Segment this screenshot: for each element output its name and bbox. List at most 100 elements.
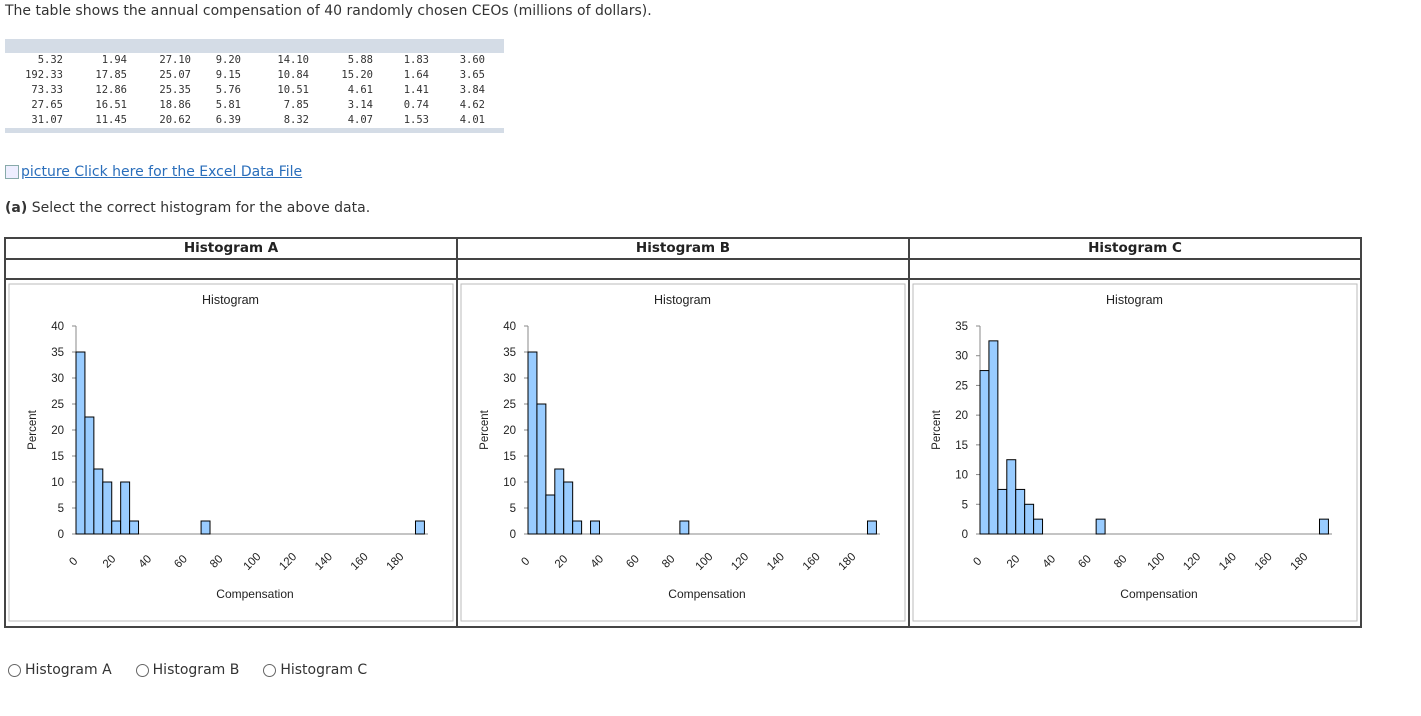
y-tick-label: 0 (58, 529, 64, 541)
x-tick-label: 0 (67, 555, 80, 568)
x-tick-label: 40 (137, 553, 155, 571)
blank-row (910, 260, 1360, 280)
x-tick-label: 160 (349, 551, 371, 573)
chart-title: Histogram (202, 293, 259, 307)
histogram-bar (979, 370, 990, 535)
y-tick-label: 35 (955, 321, 968, 333)
table-cell: 9.20 (215, 54, 241, 66)
table-cell: 17.85 (95, 69, 127, 81)
intro-text: The table shows the annual compensation … (5, 3, 652, 19)
histogram-a-header: Histogram A (6, 239, 456, 260)
table-cell: 10.84 (277, 69, 309, 81)
histogram-b-chart: Histogram 0 5 10 15 20 25 30 35 40 Percent 0 20 40 60 8… (458, 280, 908, 626)
histogram-bar (200, 520, 211, 535)
choice-label: Histogram A (25, 662, 112, 678)
choice-histogram-c[interactable]: Histogram C (263, 662, 367, 678)
histogram-bar (120, 481, 131, 535)
histogram-bar (414, 520, 425, 535)
table-cell: 12.86 (95, 84, 127, 96)
y-tick-label: 15 (503, 451, 516, 463)
table-cell: 7.85 (283, 99, 309, 111)
histogram-options-table: Histogram A Histogram 0 5 10 15 20 25 30 35 40 Per… (4, 237, 1362, 628)
y-tick-label: 25 (955, 380, 968, 392)
y-axis-label: Percent (931, 409, 943, 449)
table-row: 192.33 17.85 25.07 9.15 10.84 15.20 1.64 3.65 (5, 68, 485, 83)
table-cell: 1.64 (403, 69, 429, 81)
table-cell: 3.65 (459, 69, 485, 81)
table-row: 27.65 16.51 18.86 5.81 7.85 3.14 0.74 4.62 (5, 98, 485, 113)
chart-title: Histogram (654, 293, 711, 307)
x-tick-label: 60 (172, 553, 190, 571)
table-cell: 5.32 (37, 54, 63, 66)
histogram-bar (1033, 518, 1044, 535)
histogram-bar (527, 351, 538, 535)
excel-link-text[interactable]: Click here for the Excel Data File (74, 164, 303, 180)
table-cell: 18.86 (159, 99, 191, 111)
table-cell: 5.76 (215, 84, 241, 96)
histogram-bar (1318, 518, 1329, 535)
x-tick-label: 140 (765, 551, 787, 573)
y-tick-label: 0 (962, 529, 968, 541)
y-tick-label: 25 (51, 399, 64, 411)
x-tick-label: 140 (313, 551, 335, 573)
compensation-values: 5.32 1.94 27.10 9.20 14.10 5.88 1.83 3.60 192.33… (5, 53, 485, 128)
x-tick-label: 160 (1253, 551, 1275, 573)
histogram-bar (93, 468, 104, 535)
y-tick-label: 30 (503, 373, 516, 385)
blank-row (6, 260, 456, 280)
x-tick-label: 180 (384, 551, 406, 573)
x-tick-label: 0 (519, 555, 532, 568)
histogram-bar (1006, 459, 1017, 535)
table-cell: 3.14 (347, 99, 373, 111)
x-tick-label: 180 (836, 551, 858, 573)
table-cell: 16.51 (95, 99, 127, 111)
table-row: 73.33 12.86 25.35 5.76 10.51 4.61 1.41 3.84 (5, 83, 485, 98)
histogram-b-header: Histogram B (458, 239, 908, 260)
y-tick-label: 30 (51, 373, 64, 385)
y-tick-label: 40 (51, 321, 64, 333)
histogram-bar (679, 520, 690, 535)
question-a: (a) Select the correct histogram for the… (5, 200, 370, 216)
y-tick-label: 20 (51, 425, 64, 437)
table-cell: 3.60 (459, 54, 485, 66)
y-tick-label: 0 (510, 529, 516, 541)
histogram-bar (997, 488, 1008, 535)
histogram-bar (1024, 503, 1035, 535)
excel-data-link[interactable]: picture Click here for the Excel Data Fi… (5, 164, 302, 180)
histogram-bar (545, 494, 556, 535)
answer-choices: Histogram A Histogram B Histogram C (8, 662, 367, 678)
x-tick-label: 80 (208, 553, 226, 571)
y-tick-label: 40 (503, 321, 516, 333)
histogram-b-svg: Histogram 0 5 10 15 20 25 30 35 40 Percent 0 20 40 60 8… (460, 283, 906, 622)
radio-icon[interactable] (263, 663, 277, 677)
table-cell: 4.61 (347, 84, 373, 96)
x-axis-label: Compensation (1120, 587, 1197, 601)
table-cell: 5.88 (347, 54, 373, 66)
table-cell: 15.20 (341, 69, 373, 81)
histogram-a-svg: Histogram 0 5 10 15 20 25 30 35 40 Percent 0 20 40 60 8… (8, 283, 454, 622)
x-axis-label: Compensation (668, 587, 745, 601)
radio-icon[interactable] (8, 663, 21, 677)
x-tick-label: 80 (660, 553, 678, 571)
broken-image-alt-text: picture (21, 164, 70, 180)
histogram-c-svg: Histogram 0 5 10 15 20 25 30 35 Percent 0 20 40 60 80 1… (912, 283, 1358, 622)
y-axis-label: Percent (479, 409, 491, 449)
radio-icon[interactable] (135, 663, 149, 677)
choice-histogram-a[interactable]: Histogram A (8, 662, 112, 678)
histogram-bar (102, 481, 113, 535)
histogram-a-column: Histogram A Histogram 0 5 10 15 20 25 30 35 40 Per… (6, 239, 458, 626)
y-tick-label: 20 (503, 425, 516, 437)
table-cell: 1.41 (403, 84, 429, 96)
histogram-bar (111, 520, 122, 535)
choice-histogram-b[interactable]: Histogram B (135, 662, 239, 678)
histogram-bar (572, 520, 583, 535)
y-tick-label: 35 (503, 347, 516, 359)
question-part-label: (a) (5, 200, 28, 216)
histogram-bar (866, 520, 877, 535)
chart-frame (460, 283, 906, 622)
x-tick-label: 80 (1112, 553, 1130, 571)
x-tick-label: 180 (1288, 551, 1310, 573)
x-tick-label: 100 (242, 551, 264, 573)
table-cell: 27.10 (159, 54, 191, 66)
table-cell: 1.94 (101, 54, 127, 66)
